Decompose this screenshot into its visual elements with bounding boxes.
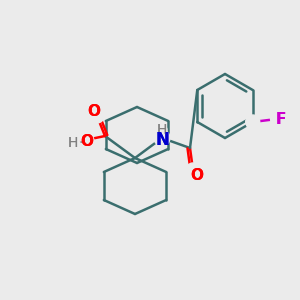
Text: H: H	[157, 123, 167, 137]
Text: O: O	[80, 134, 94, 148]
Circle shape	[246, 115, 260, 129]
Text: O: O	[88, 103, 100, 118]
Text: H: H	[68, 136, 78, 150]
Text: F: F	[275, 112, 286, 128]
Text: O: O	[190, 169, 203, 184]
Circle shape	[68, 138, 78, 148]
Text: ·: ·	[79, 136, 83, 150]
Text: N: N	[155, 131, 169, 149]
Circle shape	[157, 125, 167, 135]
Text: F: F	[275, 112, 286, 128]
Text: H: H	[68, 136, 78, 150]
Circle shape	[154, 130, 170, 146]
Text: H: H	[157, 123, 167, 137]
Text: O: O	[190, 169, 203, 184]
Circle shape	[90, 109, 104, 123]
Circle shape	[186, 163, 200, 177]
Text: O: O	[80, 134, 94, 148]
Circle shape	[80, 134, 94, 148]
Text: O: O	[88, 103, 100, 118]
Text: N: N	[155, 131, 169, 149]
